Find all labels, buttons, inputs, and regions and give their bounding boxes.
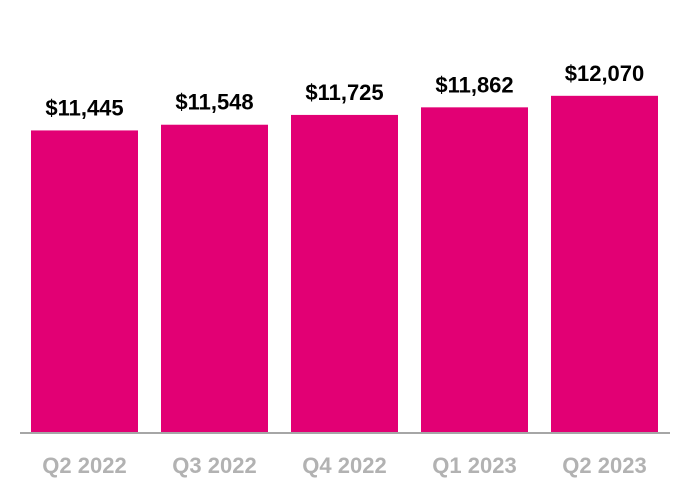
- bar: [31, 130, 138, 432]
- x-tick-label: Q2 2023: [562, 453, 646, 478]
- bar: [421, 107, 528, 432]
- bars: [31, 95, 658, 433]
- x-tick-label: Q2 2022: [42, 453, 126, 478]
- data-label: $11,445: [45, 95, 123, 120]
- bar: [551, 95, 658, 433]
- x-tick-label: Q3 2022: [172, 453, 256, 478]
- data-labels: $11,445 $11,548 $11,725 $11,862 $12,070: [45, 61, 644, 121]
- bar: [291, 114, 398, 432]
- x-axis-labels: Q2 2022 Q3 2022 Q4 2022 Q1 2023 Q2 2023: [42, 453, 646, 478]
- data-label: $11,725: [305, 80, 383, 105]
- data-label: $12,070: [565, 61, 645, 86]
- data-label: $11,862: [435, 72, 513, 97]
- x-tick-label: Q4 2022: [302, 453, 386, 478]
- data-label: $11,548: [175, 90, 253, 115]
- x-tick-label: Q1 2023: [432, 453, 516, 478]
- bar: [161, 124, 268, 433]
